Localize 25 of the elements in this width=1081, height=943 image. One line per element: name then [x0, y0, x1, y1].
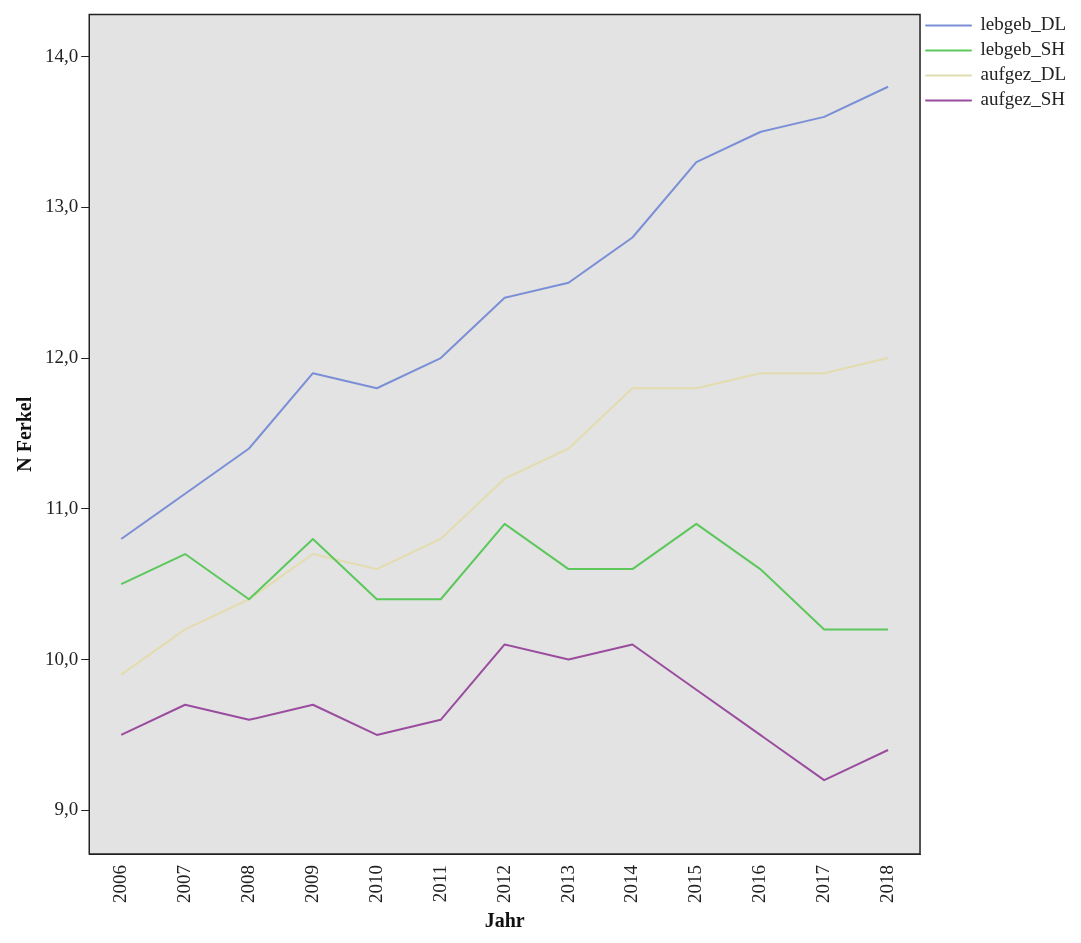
legend-label: lebgeb_SH: [980, 38, 1066, 60]
x-tick-label: 2015: [684, 865, 706, 903]
x-tick-label: 2017: [812, 865, 834, 903]
x-tick-label: 2012: [492, 865, 514, 903]
x-tick-label: 2016: [748, 865, 770, 903]
x-tick-label: 2007: [173, 865, 195, 903]
x-tick-label: 2010: [364, 865, 386, 903]
y-tick-label: 12,0: [45, 346, 79, 368]
y-tick-label: 10,0: [45, 647, 79, 669]
y-tick-label: 9,0: [54, 798, 79, 820]
x-tick-label: 2018: [876, 865, 898, 903]
x-tick-label: 2011: [428, 865, 450, 903]
y-tick-label: 11,0: [45, 496, 79, 518]
x-tick-label: 2008: [237, 865, 258, 903]
y-tick-label: 14,0: [45, 44, 79, 66]
x-tick-label: 2009: [300, 865, 322, 903]
y-tick-label: 13,0: [45, 195, 79, 217]
x-tick-label: 2014: [620, 864, 642, 903]
y-axis-title: N Ferkel: [13, 396, 36, 472]
x-tick-label: 2013: [556, 865, 578, 903]
legend-label: aufgez_SH: [980, 88, 1066, 110]
legend-label: aufgez_DL: [980, 63, 1066, 85]
legend-label: lebgeb_DL: [980, 13, 1067, 35]
x-tick-label: 2006: [109, 865, 131, 903]
x-axis-title: Jahr: [484, 909, 525, 932]
